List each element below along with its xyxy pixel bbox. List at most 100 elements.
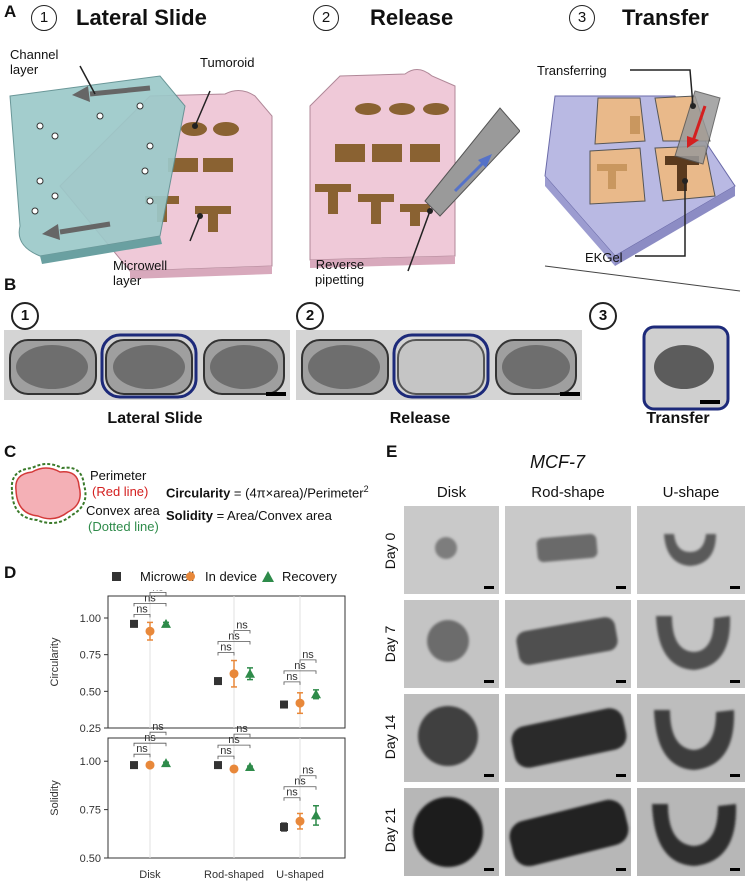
significance-label: ns [152,590,164,593]
legend-recovery: Recovery [282,569,337,584]
transfer-schematic [544,69,741,292]
lateral-slide-schematic [9,65,273,279]
data-point [161,758,171,768]
data-point [214,761,222,770]
y-tick-label: 1.00 [80,756,101,768]
significance-bracket [283,670,317,674]
y-tick-label: 0.75 [80,805,101,817]
significance-label: ns [302,765,314,777]
row-day-21: Day 21 [382,807,398,853]
panel-c-letter: C [4,442,17,461]
data-point [161,618,171,628]
cell-line-title: MCF-7 [530,452,585,472]
col-disk: Disk [436,484,467,501]
y-tick-label: 0.75 [80,650,101,662]
significance-label: ns [136,743,148,755]
legend: Microwell In device Recovery [112,569,372,587]
panel-b-step-1: 1 [11,302,39,330]
panel-b-letter: B [4,275,17,294]
y-axis-label: Circularity [49,637,61,686]
significance-bracket [217,755,235,760]
convex-area-label: Convex area [86,503,160,518]
legend-circle-icon [186,572,195,581]
col-u-shape: U-shape [662,484,720,501]
data-point [311,810,321,820]
channel-layer-label: Channel layer [10,47,59,77]
significance-label: ns [228,631,240,643]
data-point [245,668,255,678]
data-point [311,689,321,699]
step-1-circle: 1 [31,5,57,31]
panel-a-letter: A [4,2,17,21]
plot-frame [107,737,346,859]
significance-label: ns [144,592,156,604]
scalebar-b2 [560,392,580,396]
data-point [214,677,222,686]
solidity-term: Solidity [166,508,213,523]
circularity-term: Circularity [166,485,231,501]
significance-bracket [133,603,167,607]
x-tick-label: Disk [139,869,161,881]
solidity-expression: = Area/Convex area [212,508,332,523]
tumoroid-shape-diagram [10,463,87,525]
panel-e-letter: E [386,442,398,461]
step-2-circle: 2 [313,5,339,31]
caption-release: Release [389,410,451,427]
circularity-exponent: 2 [363,484,369,494]
step-2-title: Release [370,5,454,30]
red-line-label: (Red line) [92,484,149,499]
y-axis-label: Solidity [49,780,61,816]
row-day-14: Day 14 [382,714,398,760]
significance-bracket [133,742,167,747]
significance-bracket [283,786,317,790]
significance-label: ns [236,620,248,632]
data-point [130,619,138,628]
step-1-title: Lateral Slide [76,5,207,30]
data-point [280,823,288,832]
significance-bracket [283,681,301,685]
scalebar-b1 [266,392,286,396]
ekgel-label: EKGel [585,250,623,265]
significance-label: ns [286,787,298,799]
circularity-formula: Circularity = (4π×area)/Perimeter2 [166,482,369,500]
significance-bracket [217,641,251,645]
significance-label: ns [286,671,298,683]
significance-bracket [299,659,317,663]
release-micrograph [296,330,582,400]
significance-label: ns [144,732,156,744]
x-tick-label: U-shaped [276,869,324,881]
data-point [229,669,239,679]
tumoroid-label: Tumoroid [200,55,255,70]
significance-bracket [149,592,167,596]
col-rod-shape: Rod-shape [531,484,605,501]
legend-square-icon [112,572,121,581]
significance-bracket [283,797,301,801]
significance-bracket [233,733,251,738]
step-3-circle: 3 [569,5,595,31]
caption-lateral-slide: Lateral Slide [107,410,203,427]
y-tick-label: 0.50 [80,686,101,698]
panel-b-step-3: 3 [589,302,617,330]
data-point [145,760,155,770]
data-point [245,762,255,772]
significance-label: ns [136,603,148,615]
y-tick-label: 0.50 [80,853,101,865]
significance-label: ns [236,723,248,735]
reverse-pipetting-label: Reverse pipetting [315,257,365,287]
shape-metrics-chart: 0.250.500.751.00Circularitynsnsnsnsnsnsn… [49,590,346,881]
legend-microwell: Microwell [140,569,195,584]
row-day-0: Day 0 [382,532,398,570]
mcf7-image-grid [404,506,745,876]
significance-bracket [299,775,317,779]
significance-bracket [217,744,251,749]
caption-transfer: Transfer [646,410,710,427]
significance-label: ns [302,649,314,661]
row-day-7: Day 7 [382,625,398,663]
data-point [130,761,138,770]
significance-label: ns [220,642,232,654]
significance-bracket [133,753,151,758]
transferring-label: Transferring [537,63,607,78]
legend-triangle-icon [262,571,274,582]
release-schematic [309,69,520,272]
significance-bracket [149,731,167,736]
